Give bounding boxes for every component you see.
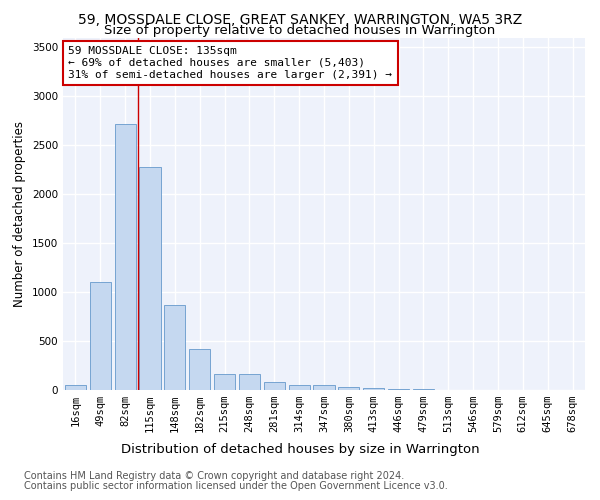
Text: 59, MOSSDALE CLOSE, GREAT SANKEY, WARRINGTON, WA5 3RZ: 59, MOSSDALE CLOSE, GREAT SANKEY, WARRIN…	[78, 12, 522, 26]
Bar	[289, 384, 310, 390]
Bar	[139, 167, 161, 390]
Bar	[189, 349, 210, 390]
Bar	[164, 305, 185, 390]
Bar	[388, 389, 409, 390]
Text: Distribution of detached houses by size in Warrington: Distribution of detached houses by size …	[121, 442, 479, 456]
Bar	[313, 385, 335, 390]
Bar	[338, 388, 359, 390]
Bar	[239, 374, 260, 390]
Bar	[264, 382, 285, 390]
Bar	[115, 124, 136, 390]
Text: Contains public sector information licensed under the Open Government Licence v3: Contains public sector information licen…	[24, 481, 448, 491]
Text: Contains HM Land Registry data © Crown copyright and database right 2024.: Contains HM Land Registry data © Crown c…	[24, 471, 404, 481]
Bar	[413, 389, 434, 390]
Bar	[90, 282, 111, 390]
Bar	[65, 385, 86, 390]
Y-axis label: Number of detached properties: Number of detached properties	[13, 120, 26, 306]
Text: Size of property relative to detached houses in Warrington: Size of property relative to detached ho…	[104, 24, 496, 37]
Text: 59 MOSSDALE CLOSE: 135sqm
← 69% of detached houses are smaller (5,403)
31% of se: 59 MOSSDALE CLOSE: 135sqm ← 69% of detac…	[68, 46, 392, 80]
Bar	[214, 374, 235, 390]
Bar	[363, 388, 384, 390]
